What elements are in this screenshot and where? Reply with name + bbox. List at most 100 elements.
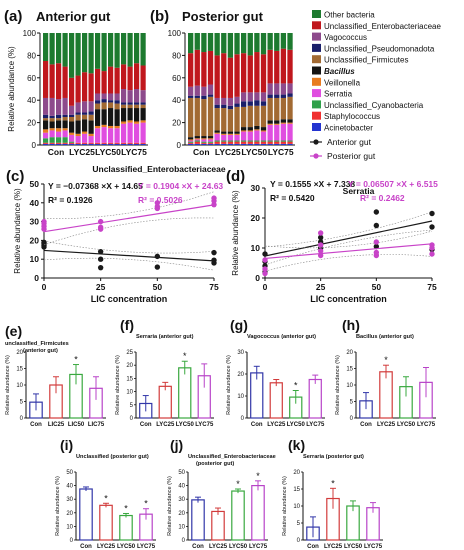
y-tick-label: 20 [27,119,36,128]
stack-segment [75,102,81,113]
legend-label: Veillonella [324,78,361,87]
y-tick-label: 50 [178,470,185,476]
y-axis-label: Relative abundance (%) [226,355,232,415]
stack-segment [207,143,214,145]
stack-segment [43,114,49,119]
confidence-band [43,257,215,271]
stack-segment [247,143,253,145]
stack-segment [280,123,287,141]
data-point [317,242,324,248]
stack-segment [194,143,200,145]
stack-segment [221,108,227,132]
stack-segment [201,95,207,100]
stack-segment [101,93,107,100]
stack-segment [214,143,220,145]
significance-marker: * [74,355,78,365]
data-point [211,195,217,201]
stack-segment [247,92,253,102]
data-point [97,264,104,271]
r-squared-anterior: R² = 0.5420 [270,193,315,203]
stack-segment [62,130,68,138]
x-category-label: LYC75 [137,544,156,550]
stack-segment [227,141,234,144]
y-tick-label: 80 [172,51,181,60]
stack-segment [127,122,133,143]
stack-segment [214,132,220,134]
stack-segment [88,136,94,143]
y-tick-label: 30 [178,497,185,503]
stack-segment [101,142,107,144]
x-category-label: Con [360,422,372,428]
stack-segment [82,142,88,144]
data-point [154,253,161,260]
stack-segment [140,33,146,66]
stack-segment [214,141,220,144]
stack-segment [114,142,120,144]
x-category-label: LYC25 [267,422,286,428]
bar [269,382,283,419]
y-tick-label: 10 [293,504,300,510]
data-point [262,251,268,257]
x-category-label: LYC75 [268,147,294,157]
y-tick-label: 30 [66,497,73,503]
stack-segment [254,52,260,93]
y-tick-label: 100 [23,29,37,38]
stack-segment [221,131,227,134]
stack-segment [56,142,62,144]
stack-segment [287,122,293,124]
legend-label: Acinetobacter [324,124,373,133]
stack-segment [134,63,140,89]
stack-segment [201,86,207,96]
stack-segment [82,33,88,73]
stack-segment [267,94,273,98]
stack-segment [49,97,55,116]
stack-segment [260,143,267,145]
stack-segment [274,141,280,144]
stack-segment [274,50,280,84]
x-axis-label: LIC concentration [310,294,387,304]
stack-segment [221,133,227,135]
stack-segment [247,105,253,128]
stack-segment [254,140,260,142]
legend-swatch [312,77,321,86]
data-point [429,242,435,248]
significance-marker: * [144,499,148,509]
stack-segment [114,103,120,110]
stack-segment [247,127,253,131]
stack-segment [280,143,287,145]
stack-segment [43,118,49,121]
y-tick-label: 15 [16,367,23,373]
stack-segment [267,143,273,145]
y-tick-label: 0 [182,538,186,544]
stack-segment [82,114,88,120]
x-category-label: LYC50 [229,544,248,550]
stack-segment [221,97,227,105]
stack-segment [82,119,88,132]
legend-swatch [312,10,321,18]
panel-title: Serraria (posterior gut) [303,454,364,460]
stack-segment [108,108,114,126]
legend-swatch [312,66,321,75]
x-category-label: LYC50 [241,147,267,157]
stack-segment [201,143,207,145]
stack-segment [49,142,55,144]
y-axis-label: Relative abundance (%) [7,46,16,132]
stack-segment [201,141,207,143]
x-tick-label: 50 [372,282,382,292]
stack-segment [280,141,287,144]
y-axis-label: Relative abundance (%) [231,190,240,276]
legend-label: Vagococcus [324,33,367,42]
legend-swatch [312,43,321,52]
x-category-label: Con [140,422,152,428]
y-tick-label: 100 [168,29,182,38]
data-point [317,234,324,241]
stack-segment [280,48,287,84]
significance-marker: * [236,479,240,489]
stack-segment [56,128,62,132]
stack-segment [287,33,293,50]
stack-segment [75,33,81,76]
stack-segment [56,120,62,129]
stack-segment [56,137,62,143]
stack-segment [287,93,293,97]
stack-segment [207,96,214,137]
